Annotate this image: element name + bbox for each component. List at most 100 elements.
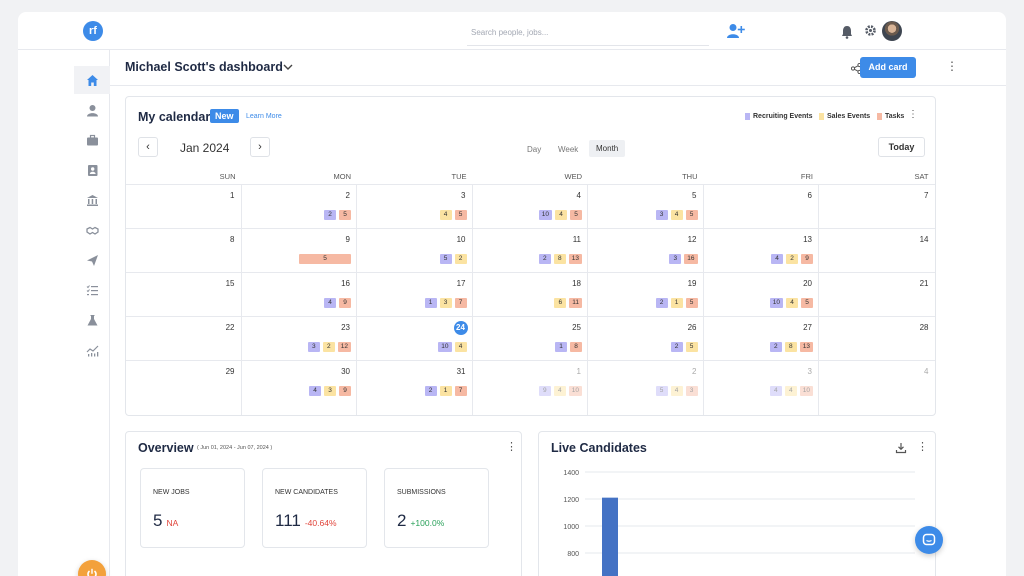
- task-event-chip[interactable]: 13: [568, 254, 582, 264]
- calendar-day[interactable]: 18 6 11: [473, 273, 588, 316]
- calendar-day[interactable]: 19 2 1 5: [588, 273, 704, 316]
- calendar-day[interactable]: 25 1 8: [473, 317, 588, 360]
- recruiting-event-chip[interactable]: 3: [655, 210, 668, 220]
- calendar-day[interactable]: 12 3 16: [588, 229, 704, 272]
- calendar-day[interactable]: 27 2 8 13: [704, 317, 819, 360]
- next-month-button[interactable]: ›: [250, 137, 270, 157]
- today-button[interactable]: Today: [878, 137, 925, 157]
- recruiting-event-chip[interactable]: 10: [769, 298, 783, 308]
- task-event-chip[interactable]: 9: [339, 386, 351, 396]
- task-event-chip[interactable]: 5: [339, 210, 351, 220]
- task-event-chip[interactable]: 11: [569, 298, 582, 308]
- recruiting-event-chip[interactable]: 1: [555, 342, 567, 352]
- recruiting-event-chip[interactable]: 2: [769, 342, 782, 352]
- recruiting-event-chip[interactable]: 5: [439, 254, 452, 264]
- task-event-chip[interactable]: 10: [799, 386, 813, 396]
- calendar-day[interactable]: 1: [126, 185, 242, 228]
- task-event-chip[interactable]: 12: [337, 342, 351, 352]
- view-day-tab[interactable]: Day: [527, 145, 542, 154]
- sales-event-chip[interactable]: 1: [670, 298, 683, 308]
- chevron-down-icon[interactable]: [282, 61, 294, 73]
- calendar-day[interactable]: 1 9 4 10: [473, 361, 588, 415]
- app-logo[interactable]: rf: [83, 21, 103, 41]
- sales-event-chip[interactable]: 4: [784, 386, 797, 396]
- sidebar-item-companies[interactable]: [74, 186, 110, 214]
- task-event-chip[interactable]: 16: [684, 254, 698, 264]
- calendar-more-icon[interactable]: ⋮: [908, 109, 918, 120]
- avatar[interactable]: [882, 21, 902, 41]
- sidebar-item-tasks[interactable]: [74, 276, 110, 304]
- recruiting-event-chip[interactable]: 3: [307, 342, 320, 352]
- sales-event-chip[interactable]: 2: [454, 254, 467, 264]
- quick-action-button[interactable]: [78, 560, 106, 576]
- add-card-button[interactable]: Add card: [860, 57, 916, 78]
- recruiting-event-chip[interactable]: 2: [670, 342, 683, 352]
- calendar-day[interactable]: 28: [819, 317, 935, 360]
- calendar-day[interactable]: 10 5 2: [357, 229, 473, 272]
- task-event-chip[interactable]: 7: [454, 298, 467, 308]
- calendar-day[interactable]: 14: [819, 229, 935, 272]
- sidebar-item-people[interactable]: [74, 96, 110, 124]
- recruiting-event-chip[interactable]: 2: [424, 386, 437, 396]
- sidebar-item-jobs[interactable]: [74, 126, 110, 154]
- task-event-chip[interactable]: 10: [568, 386, 582, 396]
- recruiting-event-chip[interactable]: 5: [655, 386, 668, 396]
- stat-submissions[interactable]: SUBMISSIONS 2 +100.0%: [384, 468, 489, 548]
- sales-event-chip[interactable]: 2: [322, 342, 335, 352]
- recruiting-event-chip[interactable]: 4: [771, 254, 783, 264]
- bell-icon[interactable]: [841, 25, 853, 39]
- task-event-chip[interactable]: 5: [454, 210, 467, 220]
- task-event-chip[interactable]: 5: [570, 210, 582, 220]
- calendar-day[interactable]: 15: [126, 273, 242, 316]
- sales-event-chip[interactable]: 4: [454, 342, 467, 352]
- sidebar-item-analytics[interactable]: [74, 336, 110, 364]
- task-event-chip[interactable]: 9: [801, 254, 813, 264]
- task-event-chip[interactable]: 7: [454, 386, 467, 396]
- recruiting-event-chip[interactable]: 1: [424, 298, 437, 308]
- recruiting-event-chip[interactable]: 2: [324, 210, 336, 220]
- view-month-tab[interactable]: Month: [589, 140, 626, 157]
- calendar-day[interactable]: 21: [819, 273, 935, 316]
- calendar-day[interactable]: 26 2 5: [588, 317, 704, 360]
- recruiting-event-chip[interactable]: 4: [309, 386, 321, 396]
- calendar-day[interactable]: 8: [126, 229, 242, 272]
- chat-button[interactable]: [915, 526, 943, 554]
- sales-event-chip[interactable]: 1: [439, 386, 452, 396]
- task-event-chip[interactable]: 3: [685, 386, 698, 396]
- calendar-day[interactable]: 11 2 8 13: [473, 229, 588, 272]
- sales-event-chip[interactable]: 4: [670, 210, 683, 220]
- recruiting-event-chip[interactable]: 10: [538, 210, 552, 220]
- calendar-day[interactable]: 13 4 2 9: [704, 229, 819, 272]
- recruiting-event-chip[interactable]: 3: [669, 254, 682, 264]
- sales-event-chip[interactable]: 2: [786, 254, 798, 264]
- sales-event-chip[interactable]: 4: [555, 210, 567, 220]
- sales-event-chip[interactable]: 4: [553, 386, 566, 396]
- calendar-day[interactable]: 22: [126, 317, 242, 360]
- task-event-chip[interactable]: 5: [685, 210, 698, 220]
- calendar-day[interactable]: 24 10 4: [357, 317, 473, 360]
- task-event-chip[interactable]: 5: [801, 298, 813, 308]
- add-person-icon[interactable]: [726, 23, 746, 39]
- recruiting-event-chip[interactable]: 9: [538, 386, 551, 396]
- sidebar-item-contacts[interactable]: [74, 156, 110, 184]
- calendar-day[interactable]: 6: [704, 185, 819, 228]
- calendar-day[interactable]: 3 4 4 10: [704, 361, 819, 415]
- chart-bar[interactable]: [602, 497, 618, 576]
- stat-new-candidates[interactable]: NEW CANDIDATES 111 -40.64%: [262, 468, 367, 548]
- prev-month-button[interactable]: ‹: [138, 137, 158, 157]
- calendar-day[interactable]: 7: [819, 185, 935, 228]
- stat-new-jobs[interactable]: NEW JOBS 5 NA: [140, 468, 245, 548]
- sales-event-chip[interactable]: 6: [554, 298, 567, 308]
- learn-more-link[interactable]: Learn More: [246, 113, 282, 120]
- overview-more-icon[interactable]: ⋮: [506, 441, 517, 453]
- sales-event-chip[interactable]: 8: [553, 254, 566, 264]
- sales-event-chip[interactable]: 4: [670, 386, 683, 396]
- calendar-day[interactable]: 31 2 1 7: [357, 361, 473, 415]
- sales-event-chip[interactable]: 5: [685, 342, 698, 352]
- download-icon[interactable]: [895, 442, 907, 454]
- task-event-chip[interactable]: 5: [685, 298, 698, 308]
